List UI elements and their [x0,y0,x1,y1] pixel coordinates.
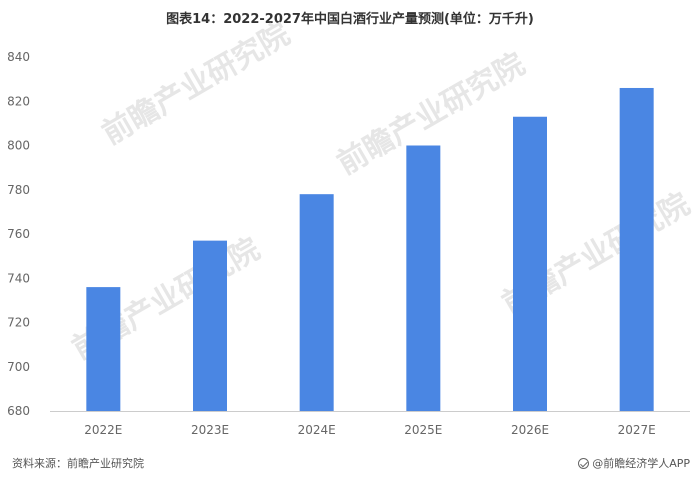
y-tick-label: 680 [7,404,30,418]
chart-title: 图表14：2022-2027年中国白酒行业产量预测(单位：万千升) [166,12,534,27]
y-tick-label: 780 [7,183,30,197]
bar-2024E [299,194,334,411]
qianzhan-logo-icon [578,457,590,469]
bar-series [86,87,654,412]
x-tick-label: 2022E [84,423,122,437]
x-tick-label: 2023E [191,423,229,437]
y-tick-label: 720 [7,316,30,330]
watermark: 前瞻产业研究院 [97,17,296,152]
y-tick-label: 760 [7,227,30,241]
bar-2022E [86,287,121,411]
y-tick-label: 740 [7,271,30,285]
bar-2023E [193,240,227,411]
bar-2025E [406,145,441,411]
y-tick-label: 700 [7,360,30,374]
y-tick-label: 840 [7,50,30,64]
y-tick-label: 800 [7,139,30,153]
x-tick-label: 2026E [511,423,549,437]
bar-2026E [513,116,547,412]
watermark-layer: 前瞻产业研究院 前瞻产业研究院 前瞻产业研究院 前瞻产业研究院 [67,17,696,367]
brand-label: @前瞻经济学人APP [592,457,690,470]
x-tick-label: 2025E [404,423,442,437]
y-tick-label: 820 [7,94,30,108]
svg-text:前瞻产业研究院: 前瞻产业研究院 [97,17,296,152]
brand-credit: @前瞻经济学人APP [578,455,690,471]
x-tick-label: 2027E [618,423,656,437]
x-tick-label: 2024E [298,423,336,437]
y-axis: 680 700 720 740 760 780 800 820 840 [7,50,30,418]
source-note: 资料来源：前瞻产业研究院 [12,457,144,470]
bar-chart: 前瞻产业研究院 前瞻产业研究院 前瞻产业研究院 前瞻产业研究院 680 700 72… [7,17,696,437]
x-axis: 2022E 2023E 2024E 2025E 2026E 2027E [50,411,690,437]
bar-2027E [619,87,654,411]
